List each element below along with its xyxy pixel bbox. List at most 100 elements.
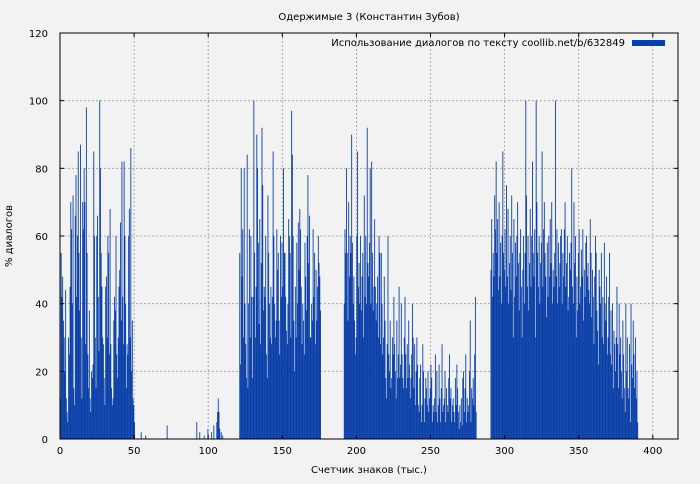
bar <box>626 371 628 439</box>
bar <box>359 303 361 439</box>
bar <box>473 405 475 439</box>
bar <box>566 236 568 439</box>
bar <box>306 310 307 439</box>
bar <box>522 269 524 439</box>
bar <box>512 337 514 439</box>
bar <box>424 398 426 439</box>
bar <box>472 398 473 439</box>
bar <box>294 286 296 439</box>
bar <box>636 371 638 439</box>
bar <box>370 303 372 439</box>
bar <box>285 296 287 439</box>
bar <box>509 263 510 439</box>
bar <box>631 364 633 439</box>
bar <box>346 168 347 440</box>
bar <box>506 276 508 439</box>
bar <box>357 151 359 439</box>
bar <box>242 229 244 439</box>
bar <box>588 290 590 439</box>
bar <box>382 354 384 439</box>
bar <box>600 303 602 439</box>
bars <box>60 100 639 440</box>
bar <box>317 286 319 439</box>
bar <box>271 344 273 439</box>
bar <box>466 422 467 439</box>
bar <box>255 286 257 439</box>
bar <box>62 276 64 439</box>
bar <box>383 276 385 439</box>
bar <box>219 428 221 439</box>
bar <box>492 296 493 439</box>
bar <box>449 398 451 439</box>
bar <box>603 344 605 439</box>
bar <box>585 242 587 439</box>
bar <box>371 252 373 439</box>
bar <box>384 320 386 439</box>
bar <box>438 364 440 439</box>
bar <box>256 134 258 439</box>
bar <box>298 269 300 439</box>
bar <box>246 154 248 440</box>
bar <box>398 286 400 439</box>
bar <box>107 236 109 439</box>
bar <box>540 242 542 439</box>
bar <box>249 337 251 439</box>
bar <box>245 378 247 439</box>
bar <box>510 290 512 439</box>
bar <box>548 236 550 439</box>
bar <box>88 310 90 439</box>
bar <box>75 175 77 439</box>
bar <box>358 263 360 439</box>
x-axis-label: Счетчик знаков (тыс.) <box>311 465 427 476</box>
y-tick-label: 120 <box>29 29 48 40</box>
bar <box>261 127 263 439</box>
bar <box>630 303 632 439</box>
bar <box>299 208 301 439</box>
bar <box>244 303 246 439</box>
x-tick-label: 250 <box>421 446 440 457</box>
bar <box>277 252 279 439</box>
bar <box>245 344 247 439</box>
bar <box>460 422 462 439</box>
bar <box>414 405 416 439</box>
bar <box>423 422 425 439</box>
bar <box>98 351 100 439</box>
bar <box>121 161 123 440</box>
bar <box>580 286 582 439</box>
bar <box>501 236 503 439</box>
bar <box>266 378 268 439</box>
bar <box>545 276 547 439</box>
bar <box>316 320 318 439</box>
bar <box>598 269 600 439</box>
bar <box>355 337 357 439</box>
x-tick-label: 0 <box>57 446 63 457</box>
bar <box>273 236 275 439</box>
x-tick-label: 350 <box>569 446 588 457</box>
bar <box>248 229 250 439</box>
bar <box>269 337 271 439</box>
bar <box>96 236 98 439</box>
bar <box>278 320 280 439</box>
bar <box>271 296 273 439</box>
bar <box>93 151 95 439</box>
bar <box>129 337 131 439</box>
bar <box>573 202 575 439</box>
bar <box>519 252 521 439</box>
bar <box>283 168 284 440</box>
bar <box>100 168 101 440</box>
bar <box>282 286 284 439</box>
bar <box>383 337 384 439</box>
bar <box>125 388 127 439</box>
bar <box>556 229 558 439</box>
bar <box>581 276 583 439</box>
bar <box>371 161 373 440</box>
bar <box>431 378 433 439</box>
bar <box>538 236 540 439</box>
bar <box>253 100 255 440</box>
bar <box>268 303 270 439</box>
bar <box>490 269 492 439</box>
bar <box>446 388 447 439</box>
bar <box>437 422 439 439</box>
bar <box>444 371 446 439</box>
bar <box>432 405 434 439</box>
